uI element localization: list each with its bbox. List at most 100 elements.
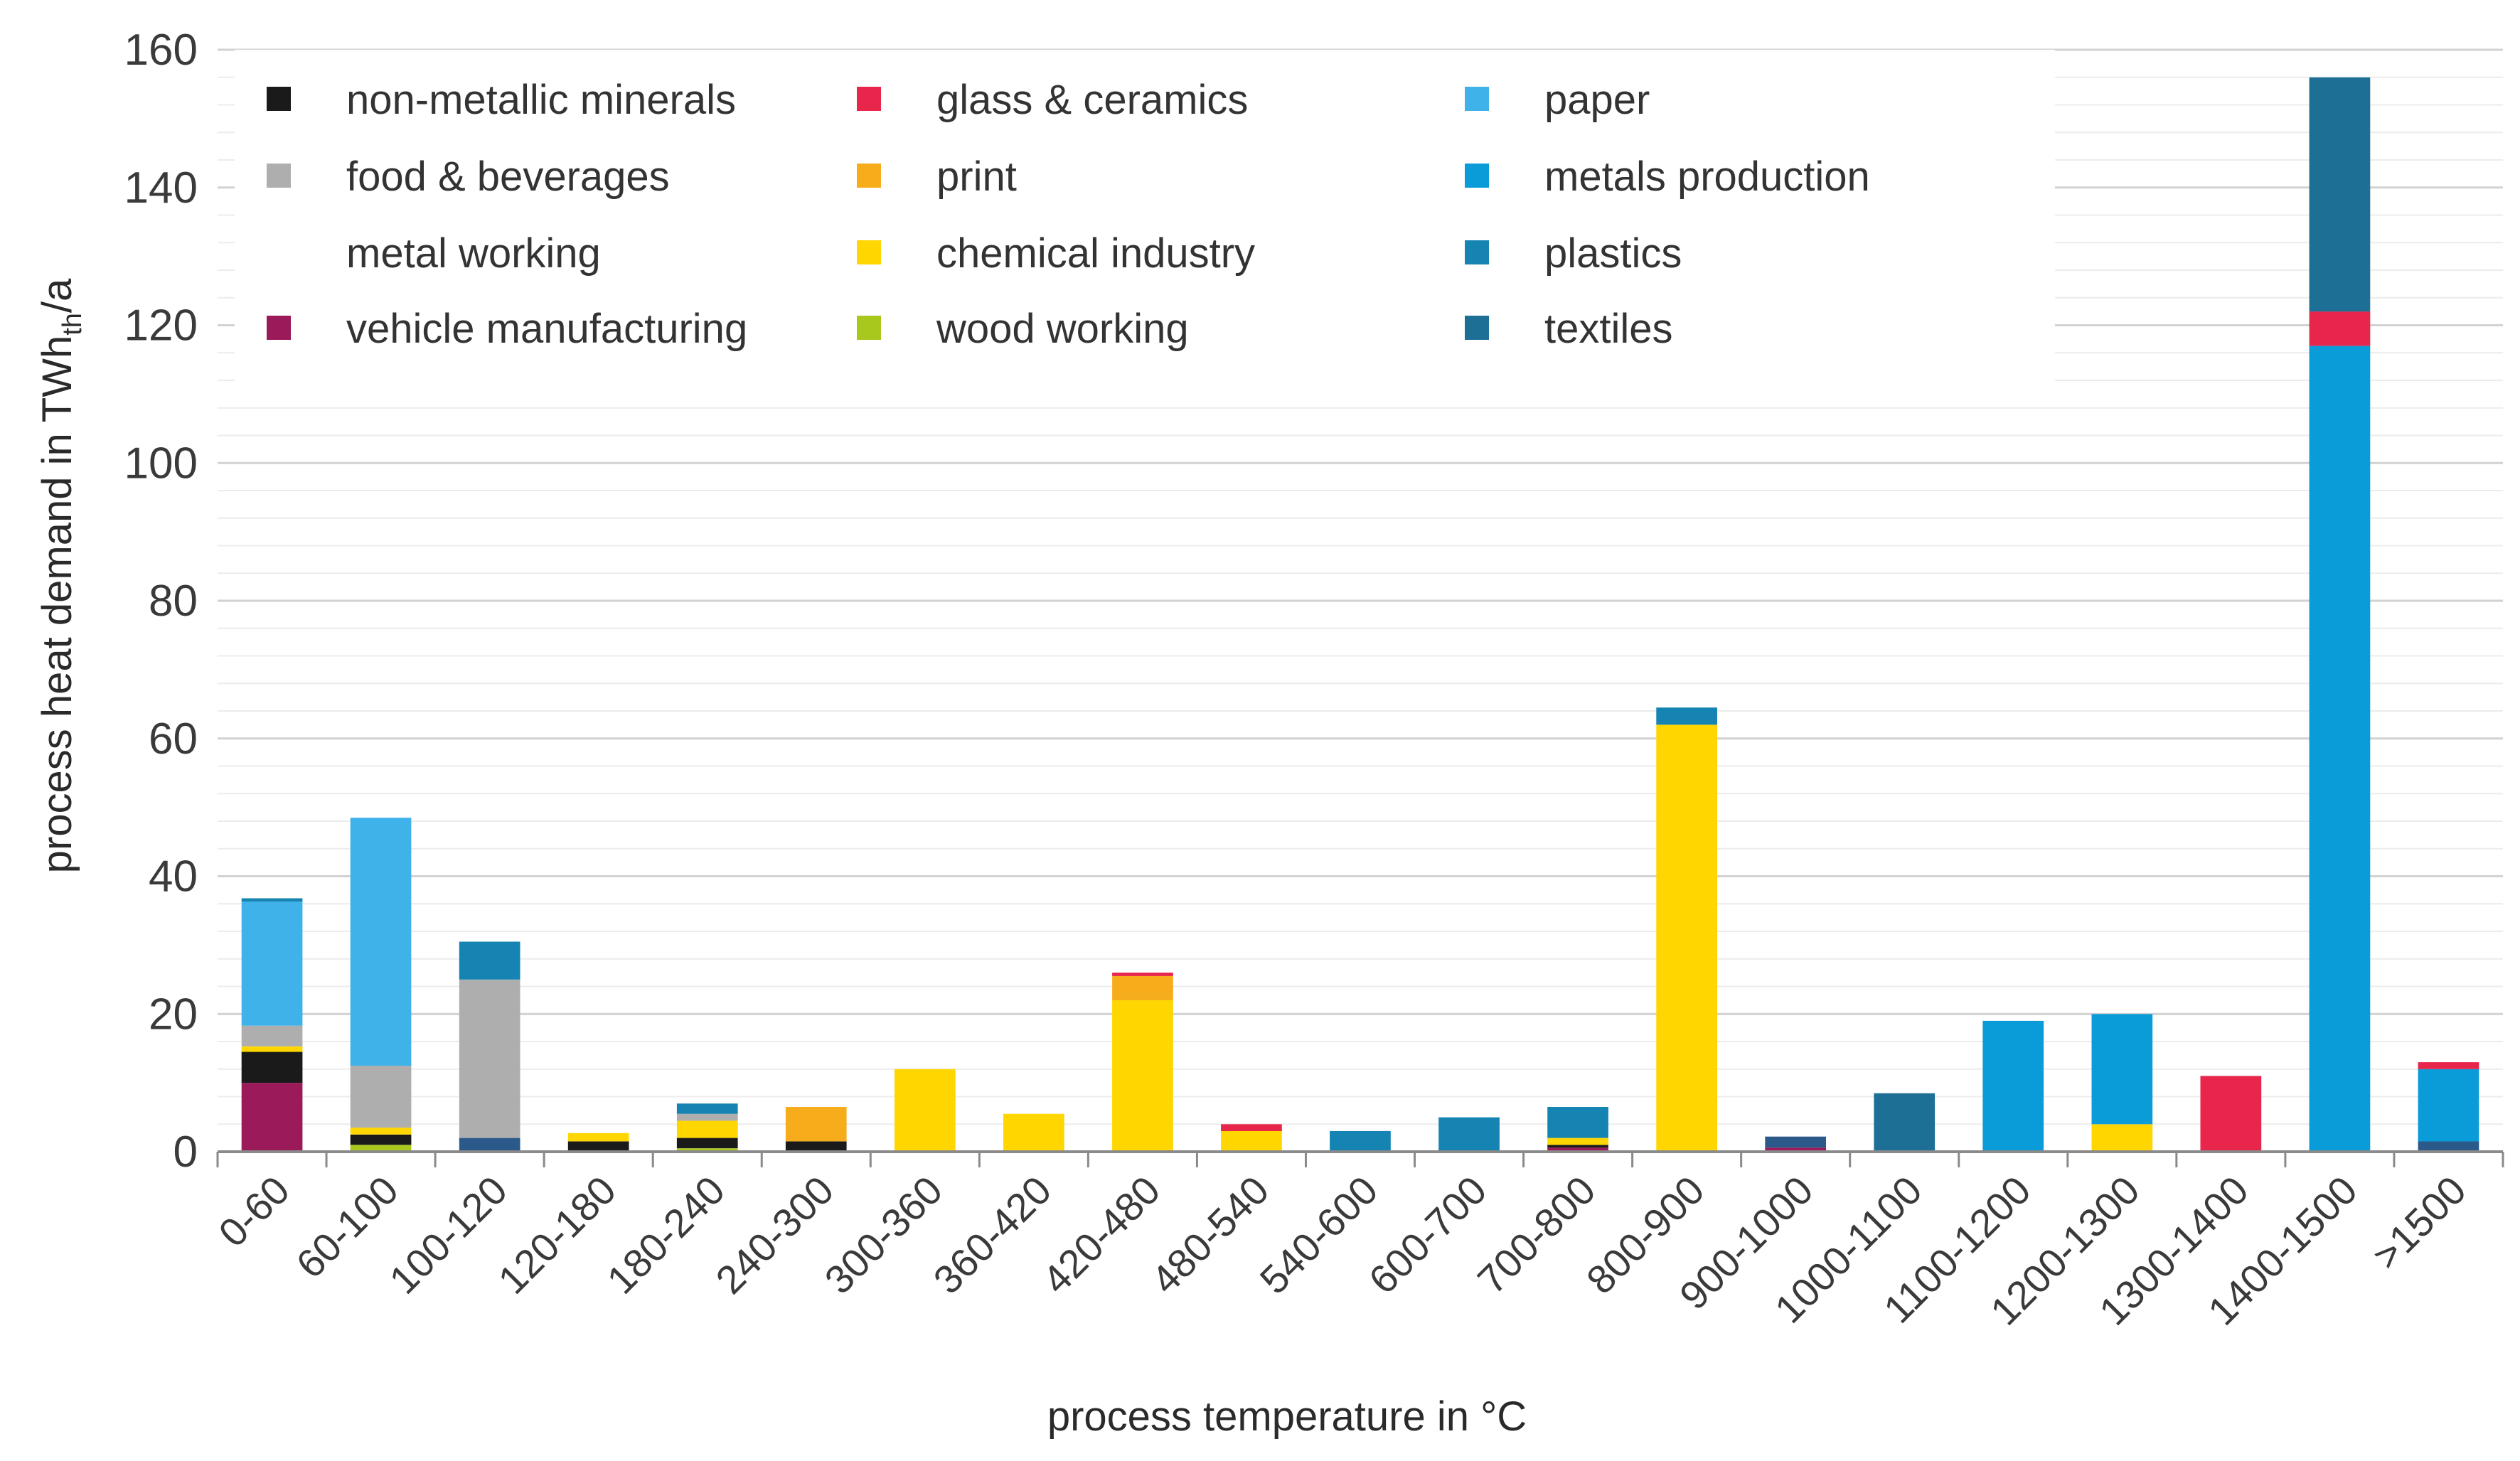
legend-swatch [267, 87, 291, 111]
bar-segment [459, 979, 520, 1138]
legend-label: paper [1544, 77, 1650, 123]
y-tick-label: 80 [149, 577, 198, 626]
y-tick-label: 120 [124, 301, 198, 350]
legend-item: non-metallic minerals [267, 77, 736, 123]
legend-label: non-metallic minerals [346, 77, 736, 123]
gridlines [218, 48, 2503, 1153]
bar-segment [676, 1148, 738, 1152]
bar-segment [2418, 1062, 2479, 1069]
bar-segment [1874, 1093, 1936, 1152]
legend-label: vehicle manufacturing [346, 306, 747, 352]
y-tick-label: 0 [173, 1128, 198, 1177]
legend-item: paper [1465, 77, 1650, 123]
legend-swatch [857, 316, 881, 340]
legend-swatch [267, 164, 291, 188]
bar-segment [1547, 1145, 1608, 1148]
legend-label: glass & ceramics [936, 77, 1248, 123]
bar-segment [1982, 1020, 2044, 1152]
bar-segment [1112, 973, 1173, 976]
legend-label: print [936, 154, 1017, 200]
bar-segment [459, 941, 520, 980]
bar-stack [676, 1103, 738, 1152]
legend-label: wood working [936, 306, 1189, 352]
legend-background [235, 50, 2055, 405]
bar-stack [1547, 1107, 1608, 1152]
bar-stack [1438, 1117, 1500, 1152]
legend-item: wood working [857, 306, 1189, 352]
x-axis-title: process temperature in °C [1047, 1393, 1527, 1440]
bar-stack [241, 898, 303, 1152]
bar-segment [2091, 1124, 2153, 1152]
bar-segment [350, 1145, 412, 1152]
y-tick-label: 140 [124, 164, 198, 213]
legend-swatch [1465, 87, 1489, 111]
legend-swatch [1465, 240, 1489, 264]
y-axis-title-tail: /a [34, 278, 80, 313]
bar-segment [1221, 1124, 1282, 1131]
legend-item: metal working [346, 230, 601, 277]
bar-segment [350, 1134, 412, 1145]
bar-segment [350, 818, 412, 1066]
bar-stack [1112, 973, 1173, 1152]
y-tick-label: 60 [149, 715, 198, 764]
bar-stack [2200, 1076, 2262, 1152]
legend-swatch [857, 87, 881, 111]
bar-stack [1982, 1020, 2044, 1152]
bar-segment [1330, 1130, 1391, 1152]
bar-segment [350, 1065, 412, 1128]
bar-stack [785, 1107, 847, 1152]
y-tick-label: 20 [149, 990, 198, 1039]
legend-item: chemical industry [857, 230, 1255, 277]
bar-segment [1765, 1147, 1826, 1152]
legend-swatch [1465, 316, 1489, 340]
bar-segment [1656, 707, 1717, 725]
bar-segment [567, 1141, 629, 1152]
bar-segment [676, 1120, 738, 1138]
bar-stack [1330, 1130, 1391, 1152]
bar-segment [1656, 724, 1717, 1152]
legend-item: glass & ceramics [857, 77, 1248, 123]
bar-segment [1547, 1107, 1608, 1138]
legend: non-metallic minerals food & beverages met… [267, 77, 1870, 352]
bar-stack [350, 818, 412, 1152]
bar-segment [350, 1128, 412, 1135]
bar-segment [1547, 1138, 1608, 1145]
bar-stack [1221, 1124, 1282, 1152]
legend-item: plastics [1465, 230, 1682, 277]
legend-swatch [857, 240, 881, 264]
bar-stack [1656, 707, 1717, 1152]
bar-segment [2309, 311, 2371, 346]
bar-segment [676, 1138, 738, 1149]
bar-stack [895, 1069, 956, 1152]
legend-item: vehicle manufacturing [267, 306, 747, 352]
bar-segment [2309, 77, 2371, 312]
bar-segment [676, 1103, 738, 1114]
bar-segment [1221, 1130, 1282, 1152]
bar-segment [241, 1083, 303, 1152]
bars [241, 77, 2479, 1152]
bar-segment [1765, 1136, 1826, 1148]
bar-segment [895, 1069, 956, 1152]
bar-segment [567, 1133, 629, 1142]
legend-item: metals production [1465, 154, 1870, 200]
legend-label: textiles [1544, 306, 1673, 352]
legend-swatch [1465, 164, 1489, 188]
legend-label: metals production [1544, 154, 1870, 200]
bar-segment [241, 1046, 303, 1052]
bar-segment [2200, 1076, 2262, 1152]
y-tick-label: 160 [124, 26, 198, 75]
legend-label: plastics [1544, 230, 1682, 277]
bar-segment [2309, 346, 2371, 1152]
bar-segment [785, 1141, 847, 1152]
legend-swatch [857, 164, 881, 188]
bar-segment [785, 1107, 847, 1142]
bar-stack [2418, 1062, 2479, 1152]
y-tick-label: 100 [124, 439, 198, 488]
bar-segment [459, 1138, 520, 1152]
y-tick-label: 40 [149, 852, 198, 901]
y-axis-title-main: process heat demand in TWh [34, 336, 80, 874]
legend-swatch [267, 316, 291, 340]
bar-segment [1547, 1147, 1608, 1152]
legend-item: print [857, 154, 1017, 200]
